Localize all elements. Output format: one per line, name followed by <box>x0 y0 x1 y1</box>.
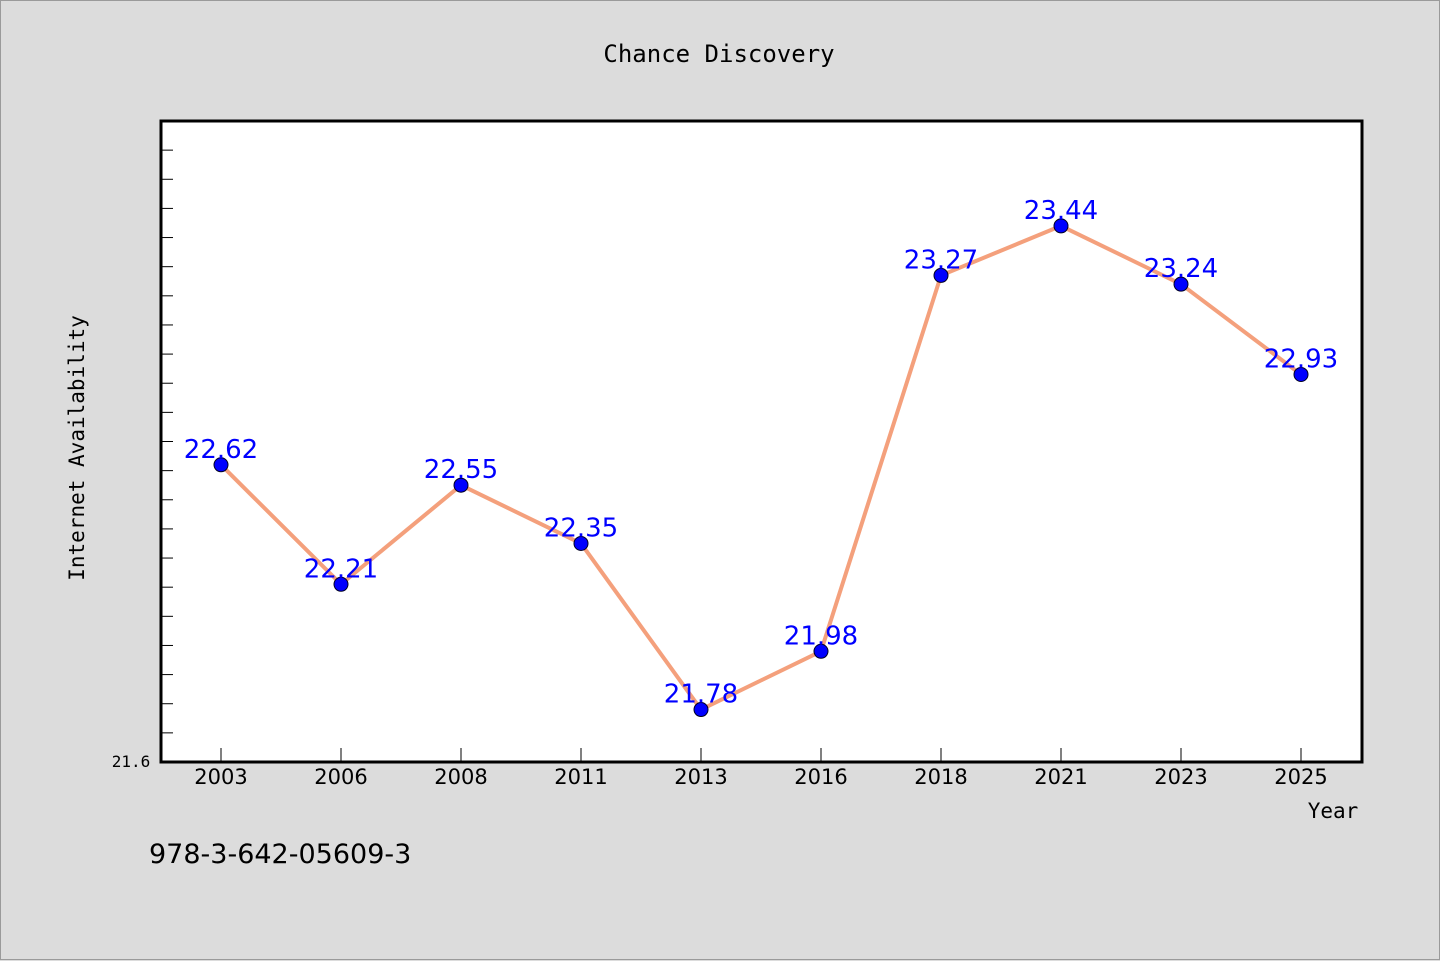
data-label: 23.27 <box>904 245 978 275</box>
x-tick-label: 2021 <box>1034 765 1087 789</box>
data-point <box>453 477 469 493</box>
x-tick-label: 2016 <box>794 765 847 789</box>
data-label: 22.35 <box>544 513 618 543</box>
data-label: 22.55 <box>424 455 498 485</box>
data-point <box>573 535 589 551</box>
y-ticks <box>161 149 173 763</box>
data-point <box>933 267 949 283</box>
x-tick-label: 2023 <box>1154 765 1207 789</box>
plot-area <box>161 121 1362 762</box>
data-label: 21.78 <box>664 680 738 710</box>
plot-border <box>159 119 1364 764</box>
series-line <box>219 223 1303 712</box>
y-axis-label: Internet Availability <box>65 315 89 581</box>
data-label: 22.21 <box>304 554 378 584</box>
x-tick-label: 2018 <box>914 765 967 789</box>
data-label: 22.93 <box>1264 344 1338 374</box>
x-tick-label: 2008 <box>434 765 487 789</box>
series-group: 22.62 22.21 22.55 22.35 21.78 21.98 23.27 23.44… <box>184 196 1338 718</box>
data-label: 21.98 <box>784 621 858 651</box>
data-point <box>693 702 709 718</box>
data-point <box>1173 276 1189 292</box>
data-point <box>1053 218 1069 234</box>
x-ticks: 2003 2006 2008 2011 2013 2016 2018 2021 2023 2025 <box>194 748 1328 789</box>
data-label: 23.44 <box>1024 196 1098 226</box>
x-tick-label: 2011 <box>554 765 607 789</box>
y-tick-label: 21.6 <box>112 752 151 771</box>
x-tick-label: 2025 <box>1274 765 1327 789</box>
isbn-text: 978-3-642-05609-3 <box>149 839 411 870</box>
chart-title: Chance Discovery <box>603 40 834 68</box>
x-tick-label: 2003 <box>194 765 247 789</box>
x-tick-label: 2013 <box>674 765 727 789</box>
data-label: 23.24 <box>1144 254 1218 284</box>
x-axis-label: Year <box>1308 799 1359 823</box>
x-tick-label: 2006 <box>314 765 367 789</box>
data-label: 22.62 <box>184 435 258 465</box>
data-point <box>213 457 229 473</box>
data-point <box>813 643 829 659</box>
data-point <box>1293 366 1309 382</box>
data-point <box>333 576 349 592</box>
